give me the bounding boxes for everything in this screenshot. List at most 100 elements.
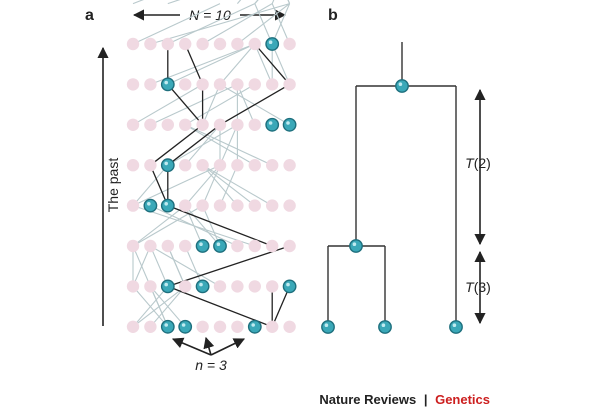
gray-link bbox=[132, 286, 169, 328]
gray-link bbox=[150, 245, 221, 287]
individual bbox=[248, 78, 261, 91]
node-highlight bbox=[251, 323, 255, 327]
node-highlight bbox=[268, 121, 273, 125]
genealogy-tree bbox=[321, 42, 463, 334]
t3-label: T(3) bbox=[465, 279, 491, 295]
gray-link bbox=[149, 286, 186, 328]
footer-credit: Nature Reviews | Genetics bbox=[319, 392, 490, 407]
sample-link bbox=[167, 245, 290, 288]
gray-link bbox=[132, 205, 203, 247]
individual bbox=[144, 159, 157, 172]
sample-arrow bbox=[171, 337, 212, 356]
gray-link bbox=[167, 3, 256, 45]
individual bbox=[126, 118, 140, 131]
active-individual bbox=[265, 37, 280, 51]
gray-link bbox=[271, 0, 275, 4]
sample-link bbox=[271, 286, 291, 328]
individual bbox=[126, 37, 140, 51]
node-highlight bbox=[352, 242, 357, 246]
node-highlight bbox=[381, 323, 386, 328]
individual bbox=[144, 280, 157, 293]
gray-link bbox=[132, 0, 144, 5]
individual bbox=[179, 199, 192, 212]
gray-link bbox=[149, 245, 169, 287]
sample-arrow bbox=[210, 338, 246, 356]
active-individual bbox=[160, 77, 175, 92]
gray-link bbox=[184, 164, 221, 206]
gray-link bbox=[167, 0, 181, 5]
individual bbox=[231, 239, 244, 253]
tree-leaf-node bbox=[378, 320, 392, 334]
individual bbox=[144, 78, 157, 91]
active-individual bbox=[160, 198, 175, 213]
individual bbox=[196, 37, 209, 51]
gray-link bbox=[132, 83, 203, 126]
sample-lineage-links bbox=[149, 43, 291, 328]
panel-b-letter: b bbox=[328, 7, 338, 24]
gray-link bbox=[271, 3, 291, 45]
individual bbox=[144, 239, 157, 253]
individual bbox=[213, 118, 227, 131]
individual bbox=[179, 159, 192, 172]
footer-publisher: Nature Reviews bbox=[319, 392, 416, 407]
individual bbox=[248, 199, 261, 212]
individual bbox=[196, 320, 209, 333]
node-highlight bbox=[164, 323, 168, 327]
individual bbox=[213, 280, 227, 293]
active-individual bbox=[160, 279, 175, 294]
gray-link bbox=[150, 3, 290, 45]
individual bbox=[126, 159, 140, 172]
node-highlight bbox=[147, 202, 151, 206]
sample-link bbox=[167, 124, 221, 166]
active-individual bbox=[282, 279, 297, 294]
footer-separator: | bbox=[424, 392, 428, 407]
individual bbox=[213, 37, 227, 51]
individual bbox=[179, 239, 192, 253]
individual bbox=[283, 320, 296, 333]
individual bbox=[231, 320, 244, 333]
node-highlight bbox=[452, 323, 457, 328]
active-individual bbox=[265, 117, 280, 132]
individual bbox=[196, 199, 209, 212]
individual bbox=[144, 118, 157, 131]
tree-leaf-node bbox=[321, 320, 335, 334]
individual bbox=[126, 280, 140, 293]
individual bbox=[161, 118, 174, 131]
tree-internal-node bbox=[349, 239, 363, 253]
gray-link bbox=[184, 124, 256, 166]
individual bbox=[283, 78, 296, 91]
sample-link bbox=[167, 83, 204, 126]
sample-arrow bbox=[203, 336, 215, 356]
sample-link bbox=[150, 124, 203, 166]
gray-link bbox=[132, 3, 221, 45]
sample-link bbox=[149, 164, 169, 206]
individual bbox=[179, 118, 192, 131]
gray-link bbox=[287, 0, 291, 4]
individual bbox=[231, 159, 244, 172]
gray-link bbox=[132, 285, 186, 328]
node-highlight bbox=[164, 161, 168, 166]
active-individual bbox=[195, 239, 210, 253]
individual bbox=[231, 118, 244, 131]
node-highlight bbox=[164, 202, 168, 206]
panel-a-letter: a bbox=[85, 7, 94, 24]
gray-link bbox=[132, 245, 151, 287]
t2-label: T(2) bbox=[465, 155, 491, 171]
individual bbox=[283, 37, 296, 51]
active-individual bbox=[178, 319, 193, 334]
individual bbox=[231, 280, 244, 293]
gray-link bbox=[202, 164, 221, 206]
individual bbox=[231, 199, 244, 212]
node-highlight bbox=[286, 282, 290, 287]
node-highlight bbox=[164, 282, 168, 287]
active-individual bbox=[160, 158, 175, 173]
sample-arrows bbox=[171, 336, 246, 356]
gray-link bbox=[202, 3, 273, 45]
gray-link bbox=[132, 205, 255, 247]
gray-link bbox=[167, 43, 256, 85]
individual bbox=[266, 159, 279, 172]
individual bbox=[266, 199, 279, 212]
gray-link bbox=[202, 205, 221, 247]
individual bbox=[179, 37, 192, 51]
